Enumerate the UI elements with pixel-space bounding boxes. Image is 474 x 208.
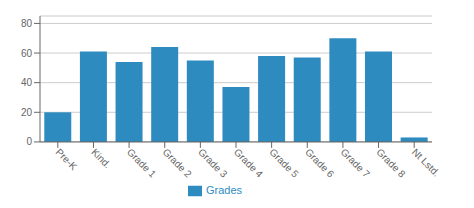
svg-text:20: 20 bbox=[21, 107, 33, 118]
svg-text:Grade 4: Grade 4 bbox=[232, 146, 266, 180]
svg-text:Pre-K: Pre-K bbox=[54, 146, 80, 172]
svg-text:Grade 3: Grade 3 bbox=[196, 146, 230, 180]
svg-text:Grade 7: Grade 7 bbox=[339, 146, 373, 180]
html-text:Grades: Grades bbox=[206, 183, 242, 196]
svg-text:Grade 6: Grade 6 bbox=[303, 146, 337, 180]
svg-text:40: 40 bbox=[21, 77, 33, 88]
svg-text:0: 0 bbox=[26, 136, 32, 147]
svg-text:60: 60 bbox=[21, 48, 33, 59]
svg-text:Grade 5: Grade 5 bbox=[267, 146, 301, 180]
svg-text:Grade 1: Grade 1 bbox=[125, 146, 159, 180]
svg-text:Grade 8: Grade 8 bbox=[374, 146, 408, 180]
svg-text:Grade 2: Grade 2 bbox=[160, 146, 194, 180]
svg-text:80: 80 bbox=[21, 18, 33, 29]
svg-text:Nt Lstd.: Nt Lstd. bbox=[410, 146, 442, 178]
svg-text:Kind.: Kind. bbox=[89, 146, 113, 170]
